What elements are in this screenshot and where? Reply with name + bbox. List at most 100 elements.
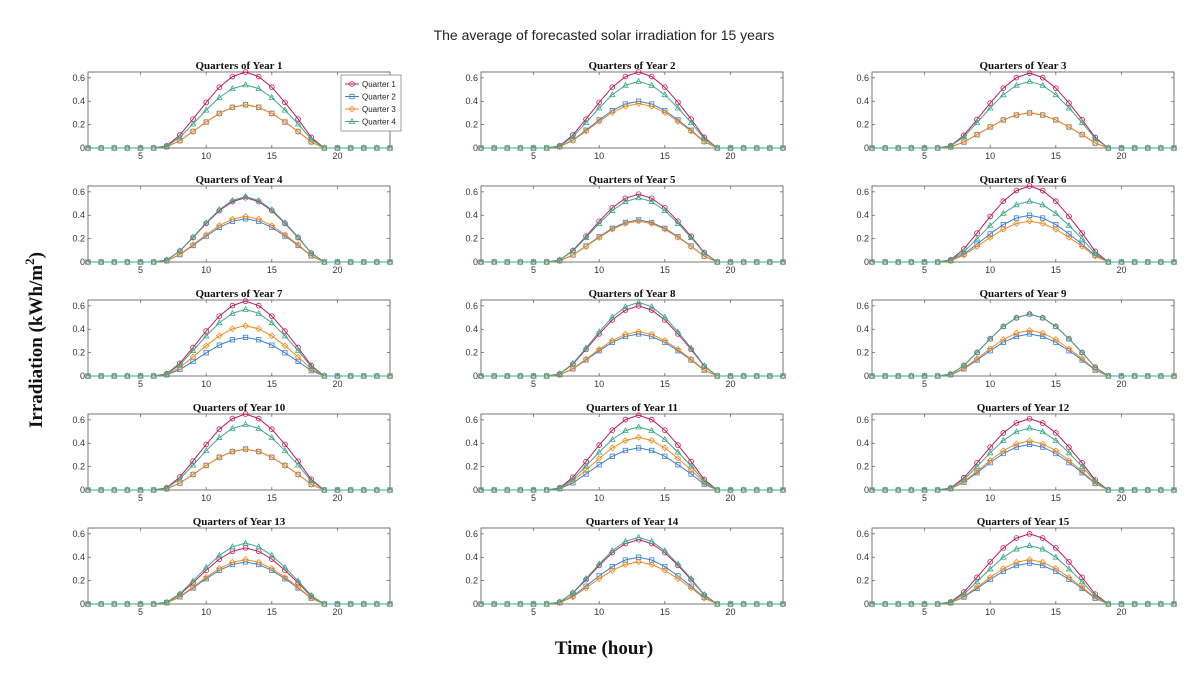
series-line: [872, 313, 1174, 377]
data-point: [307, 135, 315, 142]
data-point: [386, 372, 394, 380]
data-point: [986, 221, 994, 228]
data-point: [1053, 85, 1059, 91]
data-point: [1079, 460, 1085, 466]
data-point: [334, 600, 341, 608]
data-point: [661, 109, 669, 116]
data-point: [1105, 600, 1112, 607]
data-point: [203, 441, 209, 448]
data-point: [282, 99, 288, 106]
x-tick-label: 10: [985, 607, 995, 617]
series-quarter-4: [477, 194, 787, 265]
x-tick-label: 15: [1051, 379, 1061, 389]
y-tick-label: 0.2: [465, 576, 478, 586]
data-point: [124, 258, 131, 265]
data-point: [662, 453, 668, 459]
data-point: [687, 118, 695, 126]
data-point: [934, 372, 942, 380]
x-tick-label: 10: [985, 493, 995, 503]
y-tick-label: 0.2: [465, 234, 478, 244]
data-point: [477, 144, 485, 151]
x-tick-label: 20: [332, 493, 342, 503]
data-point: [1013, 314, 1020, 321]
data-point: [137, 372, 144, 379]
data-point: [1092, 591, 1099, 597]
data-point: [530, 258, 537, 265]
data-point: [242, 101, 249, 109]
data-point: [294, 471, 302, 478]
data-point: [543, 600, 550, 607]
data-point: [1026, 212, 1033, 218]
series-line: [481, 197, 783, 263]
data-point: [268, 93, 276, 100]
data-point: [700, 135, 708, 142]
data-point: [1052, 436, 1060, 443]
data-point: [517, 600, 524, 608]
y-tick-label: 0.6: [856, 415, 869, 425]
data-point: [255, 448, 263, 455]
y-tick-label: 0.6: [465, 187, 478, 197]
data-point: [766, 144, 774, 152]
data-point: [124, 372, 131, 380]
data-point: [189, 120, 197, 127]
data-point: [674, 328, 682, 335]
data-point: [674, 234, 682, 241]
data-point: [124, 144, 131, 152]
data-point: [894, 258, 902, 266]
data-point: [229, 558, 236, 566]
data-point: [255, 543, 262, 550]
data-point: [973, 462, 981, 469]
data-point: [1039, 187, 1046, 194]
data-point: [727, 258, 734, 265]
data-point: [229, 543, 236, 550]
data-point: [543, 258, 551, 266]
data-point: [1144, 372, 1152, 380]
x-tick-label: 15: [1051, 607, 1061, 617]
data-point: [675, 442, 681, 448]
panel-axes-box: [87, 527, 391, 605]
data-point: [97, 258, 105, 266]
data-point: [242, 192, 249, 199]
data-point: [622, 195, 629, 202]
data-point: [1039, 428, 1046, 435]
data-point: [84, 486, 92, 494]
data-point: [1026, 70, 1033, 76]
data-point: [242, 69, 249, 75]
data-point: [503, 486, 511, 494]
data-point: [688, 471, 694, 477]
data-point: [974, 460, 980, 466]
data-point: [753, 486, 761, 494]
data-point: [881, 144, 889, 152]
data-point: [999, 116, 1007, 124]
y-axis-label: Irradiation (kWh/m2): [22, 252, 47, 428]
data-point: [1091, 592, 1099, 599]
panel-title: Quarters of Year 10: [193, 402, 286, 414]
x-tick-label: 10: [594, 265, 604, 275]
data-point: [543, 486, 550, 493]
data-point: [242, 81, 249, 88]
data-point: [608, 109, 616, 116]
data-point: [740, 486, 747, 493]
data-point: [530, 144, 537, 152]
data-point: [269, 313, 275, 319]
data-point: [649, 447, 655, 454]
data-point: [1065, 335, 1073, 342]
data-point: [517, 144, 524, 152]
data-point: [477, 258, 485, 265]
data-point: [190, 458, 196, 464]
data-point: [766, 144, 774, 151]
data-point: [255, 558, 263, 566]
panel-title: Quarters of Year 13: [193, 516, 286, 528]
data-point: [1065, 345, 1073, 353]
x-tick-label: 20: [332, 607, 342, 617]
series-line: [481, 80, 783, 149]
x-tick-label: 15: [660, 379, 670, 389]
data-point: [150, 600, 157, 607]
data-point: [124, 372, 131, 379]
data-point: [543, 600, 551, 608]
data-point: [986, 104, 994, 111]
data-point: [268, 551, 276, 558]
data-point: [674, 575, 682, 583]
y-tick-label: 0.2: [856, 348, 869, 358]
